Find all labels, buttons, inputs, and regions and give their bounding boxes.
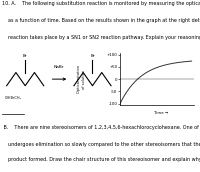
Text: Time →: Time →: [154, 111, 168, 115]
Text: Br: Br: [90, 54, 95, 58]
Text: NaBr: NaBr: [54, 65, 65, 69]
Text: reaction takes place by a SN1 or SN2 reaction pathway. Explain your reasoning.: reaction takes place by a SN1 or SN2 rea…: [2, 35, 200, 40]
Text: Br: Br: [23, 54, 28, 58]
Text: B.    There are nine stereoisomers of 1,2,3,4,5,6-hexachlorocyclohexane. One of : B. There are nine stereoisomers of 1,2,3…: [2, 125, 200, 130]
Text: as a function of time. Based on the results shown in the graph at the right dete: as a function of time. Based on the resu…: [2, 18, 200, 23]
Text: CH(BrCH₃: CH(BrCH₃: [4, 96, 21, 100]
Text: undergoes elimination so slowly compared to the other stereoisomers that there i: undergoes elimination so slowly compared…: [2, 142, 200, 147]
Text: product formed. Draw the chair structure of this stereoisomer and explain why th: product formed. Draw the chair structure…: [2, 157, 200, 162]
Text: Optical rotation
of solution: Optical rotation of solution: [77, 65, 86, 93]
Text: 10. A.    The following substitution reaction is monitored by measuring the opti: 10. A. The following substitution reacti…: [2, 1, 200, 6]
